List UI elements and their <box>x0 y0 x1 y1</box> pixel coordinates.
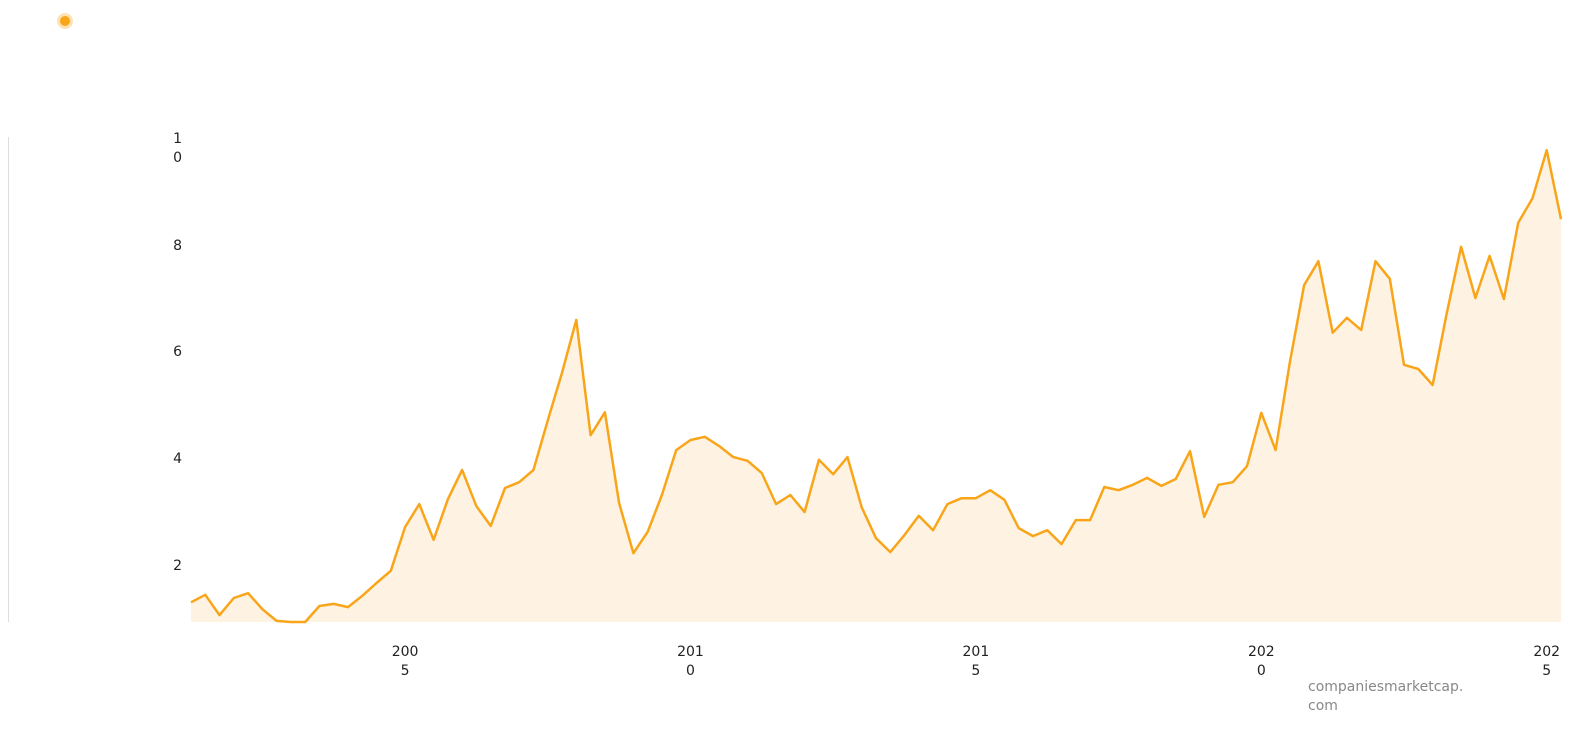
x-tick-label: 2025 <box>1533 644 1561 679</box>
y-tick-label: 6 <box>173 344 182 361</box>
y-tick-label: 8 <box>173 237 182 254</box>
y-tick-label: 4 <box>173 451 182 468</box>
source-watermark: companiesmarketcap.com <box>1308 679 1464 714</box>
x-tick-label: 2005 <box>391 644 419 679</box>
y-tick-label: 10 <box>173 131 182 166</box>
area-fill <box>191 150 1561 622</box>
x-tick-label: 2010 <box>677 644 704 679</box>
y-tick-label: 2 <box>173 557 182 574</box>
legend-dot <box>60 16 70 26</box>
x-tick-label: 2020 <box>1247 644 1275 679</box>
price-line <box>190 148 1563 624</box>
x-tick-label: 2015 <box>962 644 990 679</box>
